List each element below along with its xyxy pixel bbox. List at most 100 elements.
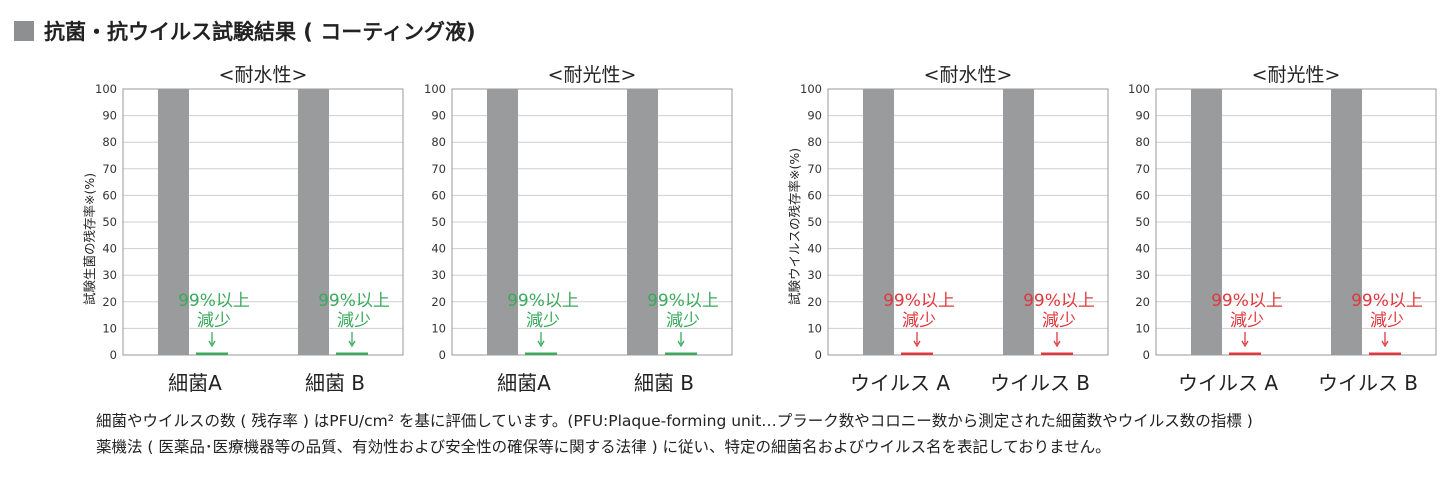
- y-tick-label: 100: [800, 82, 822, 96]
- annotation-label: 99%以上: [1023, 291, 1095, 311]
- y-tick-label: 70: [1135, 162, 1150, 176]
- control-bar: [1331, 89, 1362, 355]
- y-tick-label: 50: [102, 215, 117, 229]
- footnote-1: 細菌やウイルスの数 ( 残存率 ) はPFU/cm² を基に評価しています。(P…: [96, 412, 1253, 430]
- y-tick-label: 30: [102, 268, 117, 282]
- chart-title: <耐水性>: [218, 64, 308, 86]
- y-tick-label: 80: [1135, 135, 1150, 149]
- coated-bar: [901, 352, 933, 355]
- plot-frame: [1155, 88, 1437, 356]
- down-arrow-icon: [1241, 340, 1249, 348]
- y-tick-label: 20: [102, 295, 117, 309]
- annotation-label: 99%以上: [178, 291, 250, 311]
- y-tick-label: 40: [431, 242, 446, 256]
- y-tick-label: 80: [102, 135, 117, 149]
- category-label: 細菌 B: [305, 371, 365, 395]
- y-tick-label: 10: [431, 321, 446, 335]
- control-bar: [298, 89, 329, 355]
- y-tick-label: 70: [431, 162, 446, 176]
- category-label: 細菌 B: [634, 371, 694, 395]
- y-tick-label: 30: [1135, 268, 1150, 282]
- square-bullet-icon: [14, 21, 34, 41]
- y-tick-label: 20: [1135, 295, 1150, 309]
- coated-bar: [1229, 352, 1261, 355]
- y-tick-label: 60: [1135, 188, 1150, 202]
- down-arrow-icon: [1053, 340, 1061, 348]
- y-tick-label: 100: [1128, 82, 1150, 96]
- y-tick-label: 0: [815, 348, 822, 362]
- y-tick-label: 90: [431, 109, 446, 123]
- annotation-label: 99%以上: [507, 291, 579, 311]
- coated-bar: [336, 352, 368, 355]
- y-tick-label: 80: [807, 135, 822, 149]
- y-tick-label: 40: [1135, 242, 1150, 256]
- coated-bar: [1369, 352, 1401, 355]
- annotation-label: 減少: [902, 311, 936, 331]
- y-tick-label: 30: [807, 268, 822, 282]
- y-tick-label: 10: [807, 321, 822, 335]
- category-label: ウイルス A: [1178, 371, 1278, 395]
- y-tick-label: 40: [102, 242, 117, 256]
- chart-title: <耐水性>: [923, 64, 1013, 86]
- annotation-label: 99%以上: [1211, 291, 1283, 311]
- category-label: ウイルス A: [850, 371, 950, 395]
- y-tick-label: 90: [102, 109, 117, 123]
- y-tick-label: 40: [807, 242, 822, 256]
- annotation-label: 減少: [1370, 311, 1404, 331]
- category-label: 細菌A: [497, 371, 551, 395]
- y-tick-label: 80: [431, 135, 446, 149]
- category-label: ウイルス B: [990, 371, 1090, 395]
- control-bar: [1003, 89, 1034, 355]
- annotation-label: 減少: [197, 311, 231, 331]
- coated-bar: [665, 352, 697, 355]
- down-arrow-icon: [208, 340, 216, 348]
- annotation-label: 減少: [1042, 311, 1076, 331]
- control-bar: [487, 89, 518, 355]
- y-tick-label: 70: [807, 162, 822, 176]
- down-arrow-icon: [913, 340, 921, 348]
- footnote-2: 薬機法 ( 医薬品･医療機器等の品質、有効性および安全性の確保等に関する法律 )…: [96, 438, 1111, 456]
- annotation-label: 減少: [337, 311, 371, 331]
- down-arrow-icon: [537, 340, 545, 348]
- y-tick-label: 30: [431, 268, 446, 282]
- annotation-label: 減少: [1230, 311, 1264, 331]
- plot-frame: [122, 88, 404, 356]
- y-tick-label: 20: [431, 295, 446, 309]
- y-tick-label: 90: [1135, 109, 1150, 123]
- y-tick-label: 10: [1135, 321, 1150, 335]
- y-tick-label: 100: [424, 82, 446, 96]
- annotation-label: 99%以上: [647, 291, 719, 311]
- category-label: ウイルス B: [1318, 371, 1418, 395]
- y-tick-label: 50: [1135, 215, 1150, 229]
- section-title: 抗菌・抗ウイルス試験結果 ( コーティング液): [14, 16, 476, 46]
- y-tick-label: 100: [95, 82, 117, 96]
- y-tick-label: 60: [807, 188, 822, 202]
- y-tick-label: 60: [102, 188, 117, 202]
- y-tick-label: 70: [102, 162, 117, 176]
- y-tick-label: 90: [807, 109, 822, 123]
- coated-bar: [196, 352, 228, 355]
- annotation-label: 99%以上: [1351, 291, 1423, 311]
- y-tick-label: 50: [807, 215, 822, 229]
- control-bar: [627, 89, 658, 355]
- section-title-text: 抗菌・抗ウイルス試験結果 ( コーティング液): [44, 20, 476, 44]
- y-tick-label: 0: [439, 348, 446, 362]
- y-tick-label: 60: [431, 188, 446, 202]
- y-tick-label: 0: [1143, 348, 1150, 362]
- annotation-label: 減少: [526, 311, 560, 331]
- down-arrow-icon: [1381, 340, 1389, 348]
- chart-title: <耐光性>: [1251, 64, 1341, 86]
- coated-bar: [1041, 352, 1073, 355]
- chart-title: <耐光性>: [547, 64, 637, 86]
- annotation-label: 減少: [666, 311, 700, 331]
- control-bar: [158, 89, 189, 355]
- control-bar: [1191, 89, 1222, 355]
- control-bar: [863, 89, 894, 355]
- category-label: 細菌A: [168, 371, 222, 395]
- down-arrow-icon: [348, 340, 356, 348]
- annotation-label: 99%以上: [318, 291, 390, 311]
- y-tick-label: 20: [807, 295, 822, 309]
- y-tick-label: 10: [102, 321, 117, 335]
- y-tick-label: 50: [431, 215, 446, 229]
